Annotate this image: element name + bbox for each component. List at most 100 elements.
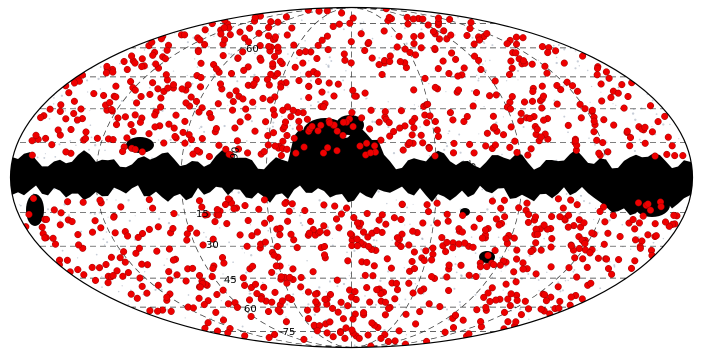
source-point [219,52,227,60]
source-point [486,92,494,100]
source-point [293,244,301,252]
source-point [136,274,144,282]
noise-speck [12,293,15,297]
noise-speck [533,20,535,22]
source-point [499,131,508,139]
source-point [326,119,334,127]
noise-speck [211,212,214,216]
noise-speck [398,303,401,306]
noise-speck [27,43,29,45]
noise-speck [572,270,575,273]
source-point [670,211,678,219]
source-point [542,297,550,305]
source-point [248,232,256,240]
source-point [250,80,258,88]
noise-speck [371,37,374,40]
source-point [149,51,157,59]
noise-speck [14,261,17,264]
noise-speck [52,272,55,275]
noise-speck [23,114,25,116]
source-point [564,121,572,129]
source-point [651,152,659,160]
source-point [170,124,178,132]
noise-speck [421,109,424,112]
source-point [604,148,612,156]
noise-speck [167,221,171,225]
noise-speck [613,265,616,268]
source-point [600,240,608,248]
source-point [305,229,313,237]
source-point [339,118,347,126]
noise-speck [402,13,405,16]
noise-speck [537,59,540,61]
noise-speck [79,303,82,306]
noise-speck [446,308,448,311]
noise-speck [474,100,476,102]
source-point [42,215,51,223]
source-point [283,31,291,39]
source-point [648,128,656,136]
source-point [328,304,337,312]
source-point [595,149,603,157]
noise-speck [561,289,565,292]
noise-speck [289,124,292,127]
noise-speck [633,149,636,153]
noise-speck [428,155,431,157]
noise-speck [80,230,83,233]
noise-speck [331,237,333,239]
noise-speck [583,200,585,202]
noise-speck [483,42,486,45]
source-point [593,64,602,72]
source-point [459,316,467,324]
source-point [381,311,389,319]
source-point [304,7,312,14]
noise-speck [562,85,565,87]
source-point [504,318,512,326]
source-point [216,80,225,88]
source-point [113,267,121,275]
noise-speck [621,223,624,226]
noise-speck [635,325,638,328]
source-point [517,109,525,117]
noise-speck [610,45,613,47]
source-point [373,227,381,235]
source-point [445,69,453,78]
source-point [671,152,679,160]
source-point [121,258,129,266]
source-point [211,218,219,226]
noise-speck [578,212,581,215]
noise-speck [245,271,248,274]
source-point [131,59,139,67]
source-point [162,71,170,79]
source-point [382,220,390,228]
noise-speck [647,297,650,300]
source-point [423,201,431,209]
noise-speck [330,60,333,62]
source-point [351,288,359,296]
noise-speck [302,293,304,295]
noise-speck [32,252,34,254]
source-point [303,115,311,123]
noise-speck [532,337,534,339]
source-point [472,89,481,97]
noise-speck [642,316,645,319]
source-point [253,228,261,236]
source-point [476,215,484,223]
source-point [510,268,518,276]
source-point [70,79,79,87]
source-point [123,65,131,74]
noise-speck [144,271,146,273]
noise-speck [134,332,137,335]
source-point [56,107,64,115]
source-point [93,134,101,142]
noise-speck [679,107,682,110]
source-point [138,282,146,290]
noise-speck [495,121,498,124]
noise-speck [666,296,669,298]
source-point [567,293,575,301]
noise-speck [374,303,377,306]
source-point [644,231,652,239]
noise-speck [663,300,665,302]
source-point [290,134,298,142]
source-point [28,151,36,159]
